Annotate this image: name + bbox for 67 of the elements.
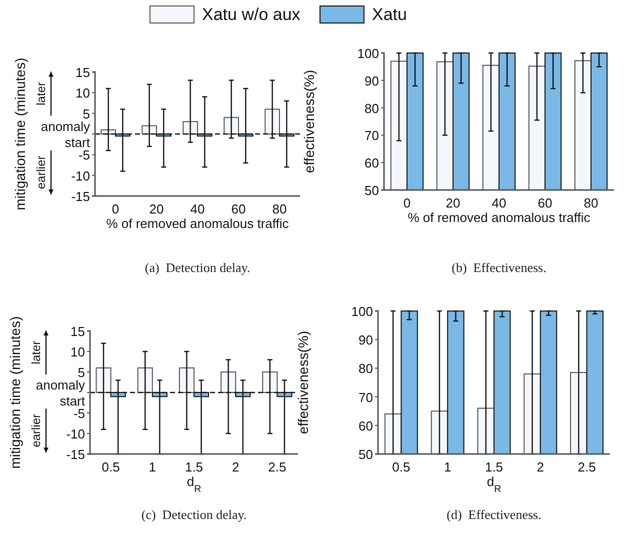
y-tick-label: 10 [76, 86, 90, 101]
y-tick-label: 50 [364, 183, 379, 198]
y-tick-label: anomaly start [40, 119, 90, 150]
y-tick-label: 90 [364, 73, 379, 88]
x-tick-label: 80 [584, 195, 598, 210]
x-tick-label: 0 [112, 201, 120, 216]
text: later [34, 82, 48, 106]
text: earlier [34, 156, 48, 190]
x-tick-label: 20 [149, 201, 164, 216]
x-tick-label: 0.5 [392, 459, 410, 474]
y-tick-label: -5 [78, 148, 90, 163]
y-tick-label: 70 [358, 390, 373, 405]
bar [137, 367, 153, 393]
x-tick-label: 80 [272, 201, 287, 216]
text: (c) Detection delay. [141, 507, 247, 522]
legend-label: Xatu [372, 5, 407, 24]
y-tick-label: 90 [358, 332, 373, 348]
y-tick-label: -10 [71, 168, 90, 184]
text: (b) Effectiveness. [452, 260, 546, 275]
y-tick-label: -10 [66, 426, 85, 442]
x-tick-label: 1 [148, 459, 156, 474]
x-tick-label: 0.5 [102, 459, 120, 474]
y-tick-label: -5 [73, 406, 85, 421]
x-axis-title: % of removed anomalous traffic [106, 216, 290, 231]
y-tick-label: 80 [364, 100, 379, 116]
x-tick-label: 20 [446, 195, 460, 210]
text: earlier [29, 414, 43, 448]
y-tick-label: 5 [82, 106, 90, 122]
x-tick-label: 1.5 [184, 459, 204, 474]
y-tick-label: 100 [351, 304, 373, 319]
x-tick-label: 2.5 [268, 459, 286, 474]
y-tick-label: 15 [70, 324, 85, 339]
text: (a) Detection delay. [144, 260, 250, 275]
y-tick-label: 80 [358, 361, 373, 376]
x-tick-label: 40 [492, 195, 506, 210]
y-tick-label: 10 [70, 344, 85, 360]
y-tick-label: -15 [71, 189, 90, 204]
x-tick-label: 40 [190, 201, 205, 216]
y-tick-label: 60 [364, 156, 379, 171]
y-tick-label: 50 [358, 447, 373, 462]
x-tick-label: 2 [232, 459, 240, 474]
y-tick-label: 15 [76, 65, 90, 80]
y-tick-label: 100 [357, 46, 379, 61]
y-tick-label: 5 [78, 365, 85, 380]
y-axis-title: mitigation time (minutes) [12, 58, 28, 210]
y-axis-title: effectiveness(%) [295, 330, 311, 434]
y-tick-label: 70 [364, 128, 379, 144]
y-tick-label: 60 [358, 418, 373, 434]
text: later [29, 340, 43, 364]
x-axis-title: d$_{R}$ [186, 474, 202, 494]
x-tick-label: 60 [538, 195, 552, 210]
x-tick-label: 2 [536, 459, 544, 474]
x-tick-label: 0 [403, 195, 411, 210]
bar [96, 367, 112, 393]
text: (d) Effectiveness. [446, 507, 542, 522]
x-axis-title: d$_{R}$ [486, 474, 502, 494]
x-tick-label: 2.5 [578, 459, 596, 474]
y-axis-title: mitigation time (minutes) [7, 316, 23, 469]
legend-label: Xatu w/o aux [202, 5, 301, 24]
y-axis-title: effectiveness(%) [301, 70, 317, 174]
x-tick-label: 1.5 [484, 459, 504, 474]
x-tick-label: 1 [444, 459, 452, 474]
y-tick-label: anomaly start [36, 378, 86, 408]
x-axis-title: % of removed anomalous traffic [408, 210, 591, 225]
y-tick-label: -15 [66, 447, 85, 462]
bar [262, 372, 278, 393]
x-tick-label: 60 [231, 201, 246, 216]
